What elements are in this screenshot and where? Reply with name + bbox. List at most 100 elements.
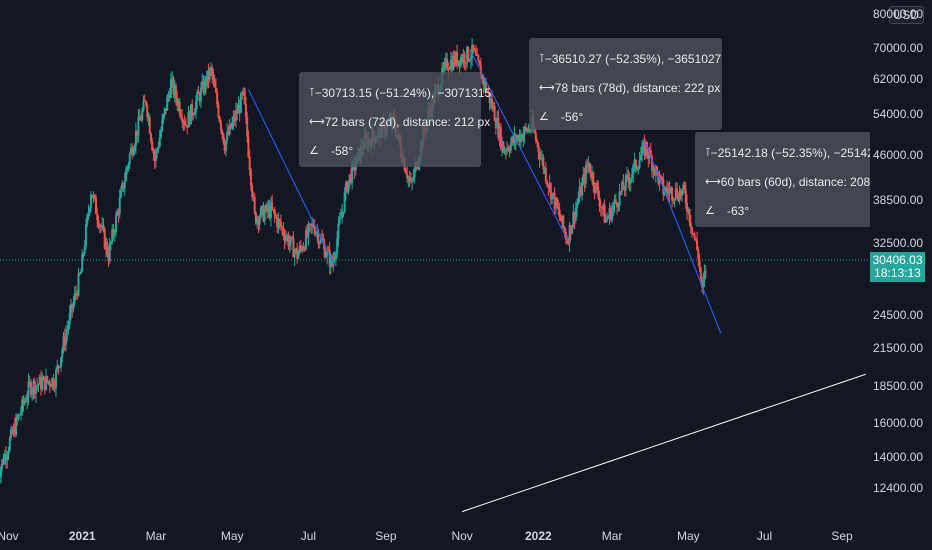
candle [653, 167, 656, 175]
candle [143, 100, 146, 102]
candle [487, 91, 490, 93]
measure-line-1[interactable] [247, 89, 336, 267]
candle [452, 55, 455, 70]
candle [98, 225, 101, 227]
candle [649, 150, 652, 157]
measure-tooltip-2: ⊺ −36510.27 (−52.35%), −3651027 ⟷ 78 bars … [529, 38, 722, 130]
candle [467, 46, 470, 61]
candle [611, 209, 614, 220]
time-scale[interactable]: Nov 2021 Mar May Jul Sep Nov 2022 Mar May Jul Sep [0, 520, 870, 550]
date-range-icon: ⟷ [309, 116, 325, 128]
candle [226, 131, 229, 141]
candle [236, 110, 239, 114]
candle [579, 186, 582, 196]
candle [171, 78, 174, 80]
candle [177, 101, 180, 106]
candle [101, 225, 104, 228]
candle [478, 61, 481, 66]
candle [586, 165, 589, 168]
candle [404, 170, 407, 174]
candle [247, 136, 250, 157]
bar-countdown: 18:13:13 [874, 265, 921, 280]
candle [213, 79, 216, 88]
candle [684, 189, 687, 203]
candle [223, 143, 226, 152]
candle [673, 198, 676, 201]
candle [551, 193, 554, 200]
candle [261, 205, 264, 208]
time-tick-label: Sep [375, 529, 397, 543]
candle [259, 207, 262, 218]
candle [576, 203, 579, 209]
candle [124, 170, 127, 182]
candle [506, 147, 509, 152]
candle [622, 181, 625, 190]
candle [621, 181, 624, 192]
candle [458, 60, 461, 67]
measure-line-3[interactable] [645, 143, 722, 334]
candle [33, 381, 36, 394]
candle [342, 211, 345, 213]
candle [279, 221, 282, 228]
candle [272, 209, 275, 211]
candle [7, 450, 10, 456]
candle [118, 197, 121, 215]
candle [241, 93, 244, 95]
candle [299, 245, 302, 248]
measure-line-2[interactable] [470, 51, 568, 240]
candle [667, 190, 670, 194]
candle [184, 124, 187, 126]
candle [527, 128, 530, 132]
candle [48, 381, 51, 386]
candle [53, 386, 56, 389]
time-tick-label: Jul [300, 529, 317, 543]
price-scale[interactable]: USD 80000.00 70000.00 62000.00 54000.00 4600… [870, 0, 932, 520]
candle [512, 136, 515, 143]
candle [408, 177, 411, 181]
chart-area[interactable]: ⊺ −30713.15 (−51.24%), −3071315 ⟷ 72 bars … [0, 0, 870, 520]
candle [32, 381, 35, 391]
candle [39, 376, 42, 390]
time-tick-label: 2022 [524, 529, 552, 543]
candle [698, 258, 701, 268]
candle [519, 134, 522, 143]
candle [553, 192, 556, 209]
candle [498, 126, 501, 138]
candle [8, 438, 11, 451]
candle [312, 223, 315, 227]
candle [16, 417, 19, 419]
trend-line[interactable] [461, 373, 866, 513]
candle [141, 110, 144, 121]
candle [207, 70, 210, 80]
candle [23, 400, 26, 404]
candle [679, 190, 682, 196]
candle [219, 121, 222, 130]
candle [38, 376, 41, 385]
candle [343, 192, 346, 212]
candle [499, 126, 502, 149]
angle-icon: ∠ [539, 111, 549, 123]
candle [636, 168, 639, 170]
candle [36, 385, 39, 387]
candle [161, 119, 164, 131]
candle [159, 130, 162, 138]
candle [674, 188, 677, 199]
candle [88, 207, 91, 213]
candle [574, 208, 577, 221]
candle [302, 247, 305, 251]
measure-2-angle: -56° [561, 109, 584, 124]
price-tick-label: 80000.00 [873, 7, 924, 22]
candle [24, 400, 27, 402]
candle [123, 181, 126, 189]
candle [697, 249, 700, 259]
candle [681, 190, 684, 196]
candle [182, 121, 185, 123]
currency-button[interactable]: USD [888, 6, 924, 24]
candle [591, 172, 594, 178]
candle [542, 157, 545, 170]
candle [483, 80, 486, 86]
candle [147, 116, 150, 118]
candle [493, 105, 496, 122]
candle [96, 213, 99, 221]
candle [618, 191, 621, 206]
